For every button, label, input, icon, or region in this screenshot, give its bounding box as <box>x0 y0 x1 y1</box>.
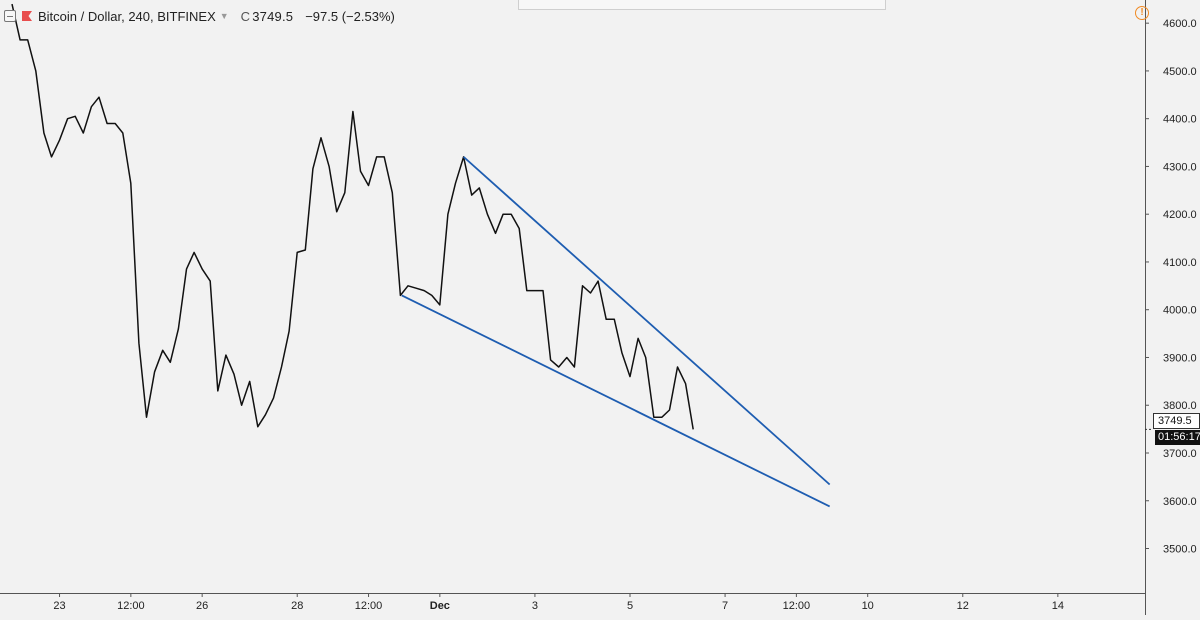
x-tick-label: 14 <box>1052 600 1064 612</box>
warning-icon[interactable]: ! <box>1135 6 1149 20</box>
y-tick-label: 3800.0 <box>1163 400 1197 412</box>
x-tick-label: 12:00 <box>117 600 145 612</box>
toolbar-strip <box>518 0 886 10</box>
last-price-badge: 3749.5 <box>1153 413 1200 429</box>
close-value: 3749.5 <box>252 8 294 24</box>
plot-area <box>11 3 831 508</box>
y-tick-label: 4400.0 <box>1163 114 1197 126</box>
x-tick-label: 5 <box>627 600 633 612</box>
price-axis: 3500.0 3600.0 3700.0 3800.0 3900.0 4000.0 4100… <box>1145 0 1197 615</box>
y-tick-label: 4300.0 <box>1163 161 1197 173</box>
lower-trendline[interactable] <box>401 294 831 508</box>
upper-trendline[interactable] <box>463 156 831 486</box>
close-readout: C 3749.5 <box>241 9 294 24</box>
y-tick-label: 4500.0 <box>1163 66 1197 78</box>
y-tick-label: 3700.0 <box>1163 448 1197 460</box>
dropdown-icon[interactable]: ▼ <box>219 11 229 21</box>
time-axis: 23 12:00 26 28 12:00 Dec 3 5 7 12:00 10 12 14 <box>0 593 1145 612</box>
x-tick-label: Dec <box>430 600 450 612</box>
x-tick-label: 10 <box>862 600 874 612</box>
bitfinex-flag-icon <box>22 11 32 21</box>
y-tick-label: 4600.0 <box>1163 18 1197 30</box>
y-tick-label: 4000.0 <box>1163 305 1197 317</box>
y-tick-label: 3500.0 <box>1163 544 1197 556</box>
price-series-line <box>11 3 694 430</box>
x-tick-label: 3 <box>532 600 538 612</box>
bar-countdown-badge: 01:56:17 <box>1155 430 1200 445</box>
x-tick-label: 12:00 <box>355 600 383 612</box>
y-tick-label: 3600.0 <box>1163 496 1197 508</box>
x-tick-label: 28 <box>291 600 303 612</box>
x-tick-label: 12 <box>957 600 969 612</box>
chart-header: Bitcoin / Dollar, 240, BITFINEX ▼ C 3749.… <box>4 6 395 26</box>
y-tick-label: 4200.0 <box>1163 209 1197 221</box>
x-tick-label: 7 <box>722 600 728 612</box>
symbol-title[interactable]: Bitcoin / Dollar, 240, BITFINEX <box>38 8 216 24</box>
y-tick-label: 4100.0 <box>1163 257 1197 269</box>
change-readout: −97.5 (−2.53%) <box>305 8 395 24</box>
y-tick-label: 3900.0 <box>1163 352 1197 364</box>
chart-toggle-icon[interactable] <box>4 10 16 22</box>
x-tick-label: 26 <box>196 600 208 612</box>
close-label: C <box>240 8 251 24</box>
x-tick-label: 12:00 <box>783 600 811 612</box>
x-tick-label: 23 <box>53 600 65 612</box>
